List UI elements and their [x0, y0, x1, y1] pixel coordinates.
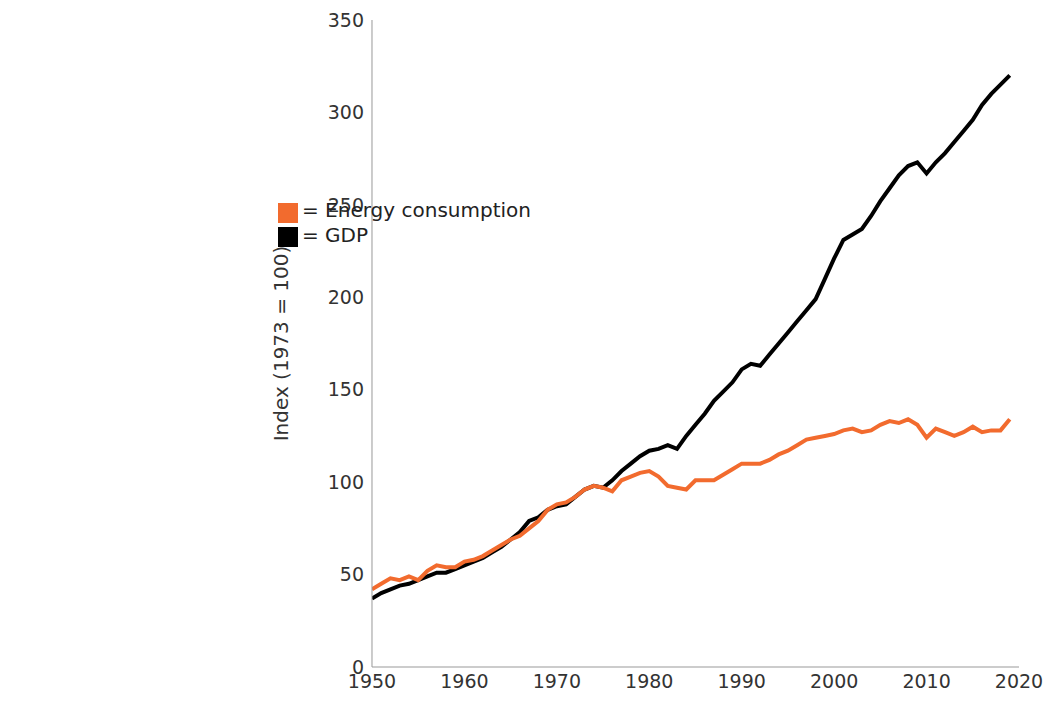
svg-text:300: 300: [328, 101, 364, 123]
svg-text:Index (1973 = 100): Index (1973 = 100): [269, 246, 293, 442]
svg-text:2020: 2020: [995, 670, 1043, 692]
svg-text:100: 100: [328, 471, 364, 493]
svg-text:1960: 1960: [440, 670, 488, 692]
svg-text:150: 150: [328, 378, 364, 400]
svg-text:50: 50: [340, 563, 364, 585]
svg-text:200: 200: [328, 286, 364, 308]
svg-text:0: 0: [352, 656, 364, 678]
svg-text:1990: 1990: [718, 670, 766, 692]
svg-text:2010: 2010: [902, 670, 950, 692]
svg-text:2000: 2000: [810, 670, 858, 692]
svg-text:350: 350: [328, 9, 364, 31]
svg-text:250: 250: [328, 194, 364, 216]
svg-text:1970: 1970: [533, 670, 581, 692]
svg-text:1980: 1980: [625, 670, 673, 692]
